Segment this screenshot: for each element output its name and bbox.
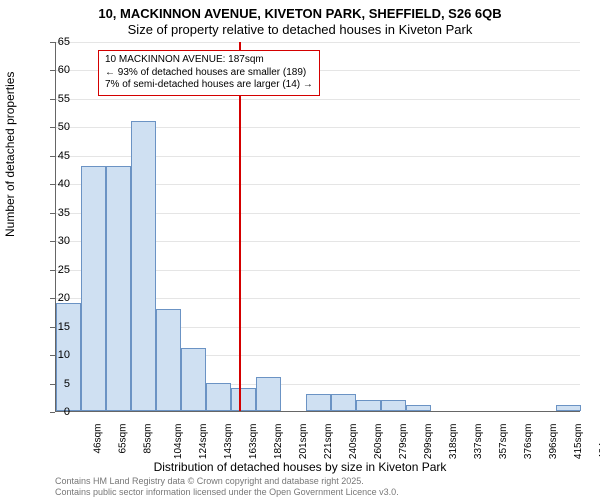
xtick-label: 260sqm [373,424,384,460]
annotation-line: 7% of semi-detached houses are larger (1… [105,79,313,92]
xtick-label: 65sqm [117,424,128,454]
ytick-mark [50,156,55,157]
annotation-box: 10 MACKINNON AVENUE: 187sqm← 93% of deta… [98,50,320,96]
ytick-mark [50,99,55,100]
chart-title-line1: 10, MACKINNON AVENUE, KIVETON PARK, SHEF… [0,6,600,21]
xtick-label: 182sqm [273,424,284,460]
gridline [56,42,580,43]
xtick-label: 104sqm [173,424,184,460]
ytick-mark [50,384,55,385]
xtick-label: 143sqm [223,424,234,460]
ytick-mark [50,412,55,413]
xtick-label: 46sqm [92,424,103,454]
xtick-label: 201sqm [298,424,309,460]
xtick-label: 376sqm [523,424,534,460]
ytick-mark [50,70,55,71]
ytick-mark [50,298,55,299]
histogram-bar [406,405,431,411]
footer-attribution: Contains HM Land Registry data © Crown c… [55,476,399,498]
histogram-bar [306,394,331,411]
histogram-bar [356,400,381,411]
chart-container: 10, MACKINNON AVENUE, KIVETON PARK, SHEF… [0,0,600,500]
histogram-bar [556,405,581,411]
xtick-label: 85sqm [142,424,153,454]
xtick-label: 299sqm [423,424,434,460]
annotation-line: ← 93% of detached houses are smaller (18… [105,67,313,80]
histogram-bar [156,309,181,411]
x-axis-label: Distribution of detached houses by size … [0,460,600,474]
histogram-bar [131,121,156,411]
plot-area: 10 MACKINNON AVENUE: 187sqm← 93% of deta… [55,42,580,412]
annotation-line: 10 MACKINNON AVENUE: 187sqm [105,54,313,67]
footer-line1: Contains HM Land Registry data © Crown c… [55,476,399,487]
xtick-label: 124sqm [198,424,209,460]
ytick-mark [50,355,55,356]
histogram-bar [206,383,231,411]
xtick-label: 396sqm [548,424,559,460]
footer-line2: Contains public sector information licen… [55,487,399,498]
histogram-bar [181,348,206,411]
property-marker-line [239,42,241,411]
xtick-label: 240sqm [348,424,359,460]
histogram-bar [256,377,281,411]
ytick-mark [50,241,55,242]
ytick-mark [50,184,55,185]
y-axis-label: Number of detached properties [3,72,17,237]
histogram-bar [231,388,256,411]
xtick-label: 221sqm [323,424,334,460]
chart-title-line2: Size of property relative to detached ho… [0,22,600,37]
ytick-mark [50,213,55,214]
histogram-bar [331,394,356,411]
xtick-label: 337sqm [473,424,484,460]
histogram-bar [381,400,406,411]
ytick-mark [50,270,55,271]
gridline [56,99,580,100]
ytick-mark [50,127,55,128]
xtick-label: 415sqm [573,424,584,460]
xtick-label: 279sqm [398,424,409,460]
histogram-bar [81,166,106,411]
xtick-label: 357sqm [498,424,509,460]
xtick-label: 163sqm [248,424,259,460]
histogram-bar [106,166,131,411]
ytick-mark [50,327,55,328]
ytick-mark [50,42,55,43]
xtick-label: 318sqm [448,424,459,460]
